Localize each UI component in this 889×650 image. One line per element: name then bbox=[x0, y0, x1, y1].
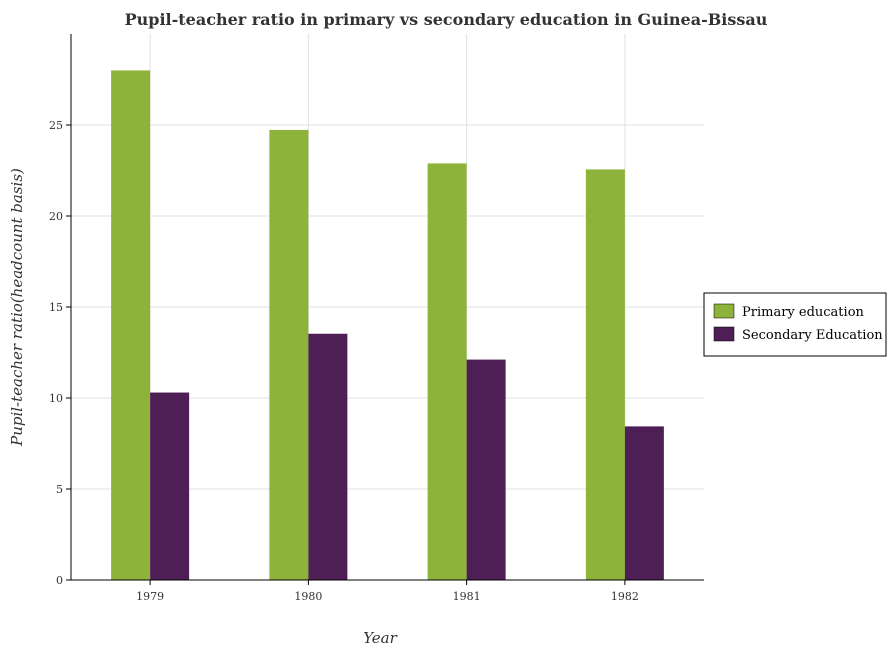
y-tick-label: 20 bbox=[49, 210, 63, 223]
bar-primary-1981 bbox=[427, 163, 467, 581]
x-tick-label: 1982 bbox=[611, 590, 639, 603]
bar-secondary-1982 bbox=[624, 426, 664, 580]
bar-secondary-1979 bbox=[150, 392, 190, 580]
legend-label: Secondary Education bbox=[742, 328, 883, 343]
x-tick-label: 1979 bbox=[136, 590, 164, 603]
legend-label: Primary education bbox=[742, 305, 865, 320]
y-tick-label: 15 bbox=[49, 301, 63, 314]
legend-swatch bbox=[713, 303, 735, 319]
bars bbox=[111, 70, 664, 581]
y-tick-label: 0 bbox=[56, 574, 63, 587]
legend-swatch bbox=[713, 326, 735, 342]
bar-secondary-1981 bbox=[466, 359, 506, 580]
bar-secondary-1980 bbox=[308, 333, 348, 580]
bar-primary-1979 bbox=[111, 70, 151, 581]
x-tick-label: 1980 bbox=[294, 590, 322, 603]
ticks: 0 5 10 15 20 25 1979 1980 1981 1982 bbox=[49, 119, 639, 603]
y-tick-label: 5 bbox=[56, 483, 63, 496]
x-axis-label: Year bbox=[363, 629, 397, 647]
y-tick-label: 25 bbox=[49, 119, 63, 132]
legend: Primary education Secondary Education bbox=[703, 292, 887, 357]
y-tick-label: 10 bbox=[49, 392, 63, 405]
legend-box bbox=[703, 292, 887, 357]
y-axis-label: Pupil-teacher ratio(headcount basis) bbox=[8, 168, 26, 447]
chart-title: Pupil-teacher ratio in primary vs second… bbox=[125, 10, 768, 29]
bar-primary-1980 bbox=[269, 129, 309, 580]
x-tick-label: 1981 bbox=[453, 590, 481, 603]
bar-primary-1982 bbox=[585, 169, 625, 580]
